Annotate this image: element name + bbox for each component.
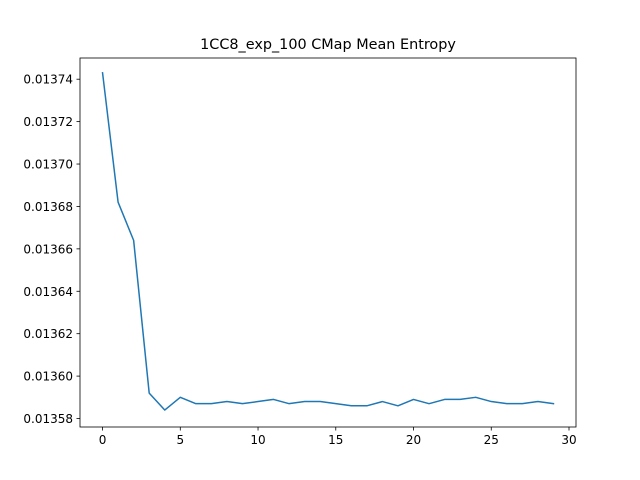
series-line: [101, 72, 555, 411]
y-tick-label: 0.01358: [23, 412, 73, 426]
x-axis: 0 5 10 15 20 25 30: [99, 427, 577, 447]
x-tick-label: 20: [406, 433, 421, 447]
x-tick-label: 25: [484, 433, 499, 447]
y-tick-label: 0.01360: [23, 370, 73, 384]
y-tick-label: 0.01372: [23, 115, 73, 129]
chart-title: 1CC8_exp_100 CMap Mean Entropy: [200, 37, 456, 53]
y-tick-label: 0.01364: [23, 285, 73, 299]
y-tick-label: 0.01374: [23, 73, 73, 87]
y-axis: 0.01358 0.01360 0.01362 0.01364 0.01366 0.013…: [23, 73, 80, 426]
y-tick-label: 0.01362: [23, 327, 73, 341]
y-tick-label: 0.01370: [23, 158, 73, 172]
x-tick-label: 0: [99, 433, 107, 447]
x-tick-label: 10: [250, 433, 265, 447]
axes-frame: [79, 57, 577, 428]
x-tick-label: 5: [176, 433, 184, 447]
y-tick-label: 0.01368: [23, 200, 73, 214]
x-tick-label: 15: [328, 433, 343, 447]
x-tick-label: 30: [561, 433, 576, 447]
y-tick-label: 0.01366: [23, 242, 73, 256]
plot-area: [101, 72, 555, 411]
